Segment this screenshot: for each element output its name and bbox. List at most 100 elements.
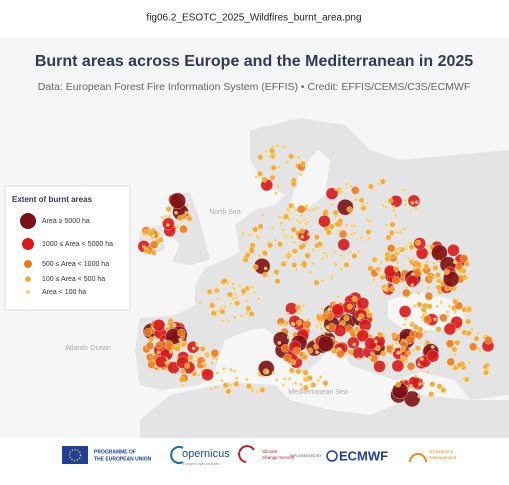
fire-dot — [435, 304, 440, 308]
fire-dot — [368, 219, 372, 224]
fire-dot — [432, 261, 436, 266]
fire-dot — [233, 369, 237, 374]
fire-dot — [367, 236, 371, 240]
fire-dot — [322, 380, 329, 387]
fire-dot — [255, 389, 260, 394]
fire-dot — [298, 227, 305, 234]
fire-dot — [337, 238, 350, 251]
fire-dot — [166, 324, 171, 328]
fire-dot — [145, 341, 155, 350]
fire-dot — [277, 241, 284, 248]
fire-dot — [344, 182, 349, 186]
fire-dot — [192, 359, 197, 363]
logo-text: THE EUROPEAN UNION — [94, 456, 152, 462]
fire-dot — [321, 256, 325, 260]
fire-dot — [383, 286, 387, 291]
fire-dot — [157, 236, 164, 243]
fire-dot — [333, 214, 338, 218]
fire-dot — [403, 203, 408, 207]
fire-dot — [297, 205, 306, 214]
legend-swatch — [25, 276, 31, 282]
sea-label: Mediterranean Sea — [288, 389, 348, 396]
fire-dot — [209, 302, 216, 309]
fire-dot — [353, 197, 358, 202]
fire-dot — [325, 229, 332, 236]
fire-dot — [413, 374, 418, 378]
fire-dot — [427, 274, 434, 281]
fire-dot — [423, 342, 427, 346]
fire-dot — [219, 308, 226, 315]
fire-dot — [319, 375, 323, 379]
fire-dot — [467, 360, 472, 365]
fire-dot — [222, 382, 229, 389]
fire-dot — [403, 198, 407, 203]
fire-dot — [257, 223, 264, 230]
fire-dot — [409, 384, 413, 388]
fire-dot — [282, 145, 286, 149]
fire-dot — [229, 301, 233, 306]
fire-dot — [228, 383, 233, 388]
fire-dot — [248, 247, 255, 254]
fire-dot — [432, 264, 439, 271]
logo-text: Management — [430, 455, 457, 460]
legend-swatch — [20, 213, 36, 229]
fire-dot — [372, 277, 376, 282]
fire-dot — [373, 360, 386, 373]
fire-dot — [222, 367, 226, 371]
fire-dot — [346, 303, 353, 310]
fire-dot — [269, 174, 276, 181]
fire-dot — [263, 266, 268, 271]
fire-dot — [325, 312, 335, 321]
legend-item: 1000 ≤ Area < 5000 ha — [42, 241, 113, 248]
fire-dot — [197, 373, 201, 378]
fire-dot — [395, 247, 400, 252]
fire-dot — [164, 367, 168, 372]
top-bar — [0, 0, 509, 38]
fire-dot — [470, 327, 474, 332]
fire-dot — [195, 341, 199, 346]
fire-dot — [412, 324, 419, 331]
fire-dot — [384, 255, 391, 262]
fire-dot — [376, 270, 380, 274]
fire-dot — [172, 323, 177, 327]
fire-dot — [178, 376, 185, 383]
fire-dot — [439, 300, 444, 305]
fire-dot — [404, 247, 408, 251]
fire-dot — [404, 317, 408, 321]
copernicus-icon — [170, 446, 184, 464]
fire-dot — [382, 273, 386, 277]
fire-dot — [336, 295, 341, 299]
fire-dot — [466, 304, 470, 309]
fire-dot — [414, 206, 418, 211]
legend-title: Extent of burnt areas — [12, 195, 93, 204]
legend: Extent of burnt areas Area ≥ 5000 ha 100… — [4, 185, 131, 311]
fire-dot — [320, 278, 325, 283]
fire-dot — [299, 382, 303, 387]
fire-dot — [391, 348, 395, 352]
fire-dot — [256, 170, 263, 177]
fire-dot — [443, 268, 450, 275]
fire-dot — [177, 328, 186, 338]
fire-dot — [246, 383, 252, 390]
sea-label: North Sea — [209, 209, 241, 216]
fire-dot — [283, 213, 289, 220]
legend-swatch — [26, 290, 30, 294]
fire-dot — [400, 354, 404, 359]
fire-dot — [364, 337, 377, 350]
fire-dot — [407, 194, 421, 208]
fire-dot — [409, 321, 414, 325]
fire-dot — [240, 288, 247, 295]
fire-dot — [459, 254, 469, 263]
fire-dot — [304, 241, 309, 245]
fire-dot — [354, 307, 359, 311]
fire-dot — [245, 305, 252, 312]
fire-dot — [290, 321, 295, 326]
fire-dot — [311, 261, 315, 266]
fire-dot — [465, 318, 472, 325]
fire-dot — [295, 304, 302, 311]
fire-dot — [299, 308, 303, 313]
fire-dot — [163, 339, 167, 343]
fire-dot — [241, 231, 245, 236]
fire-dot — [221, 277, 228, 284]
fire-dot — [270, 226, 274, 230]
